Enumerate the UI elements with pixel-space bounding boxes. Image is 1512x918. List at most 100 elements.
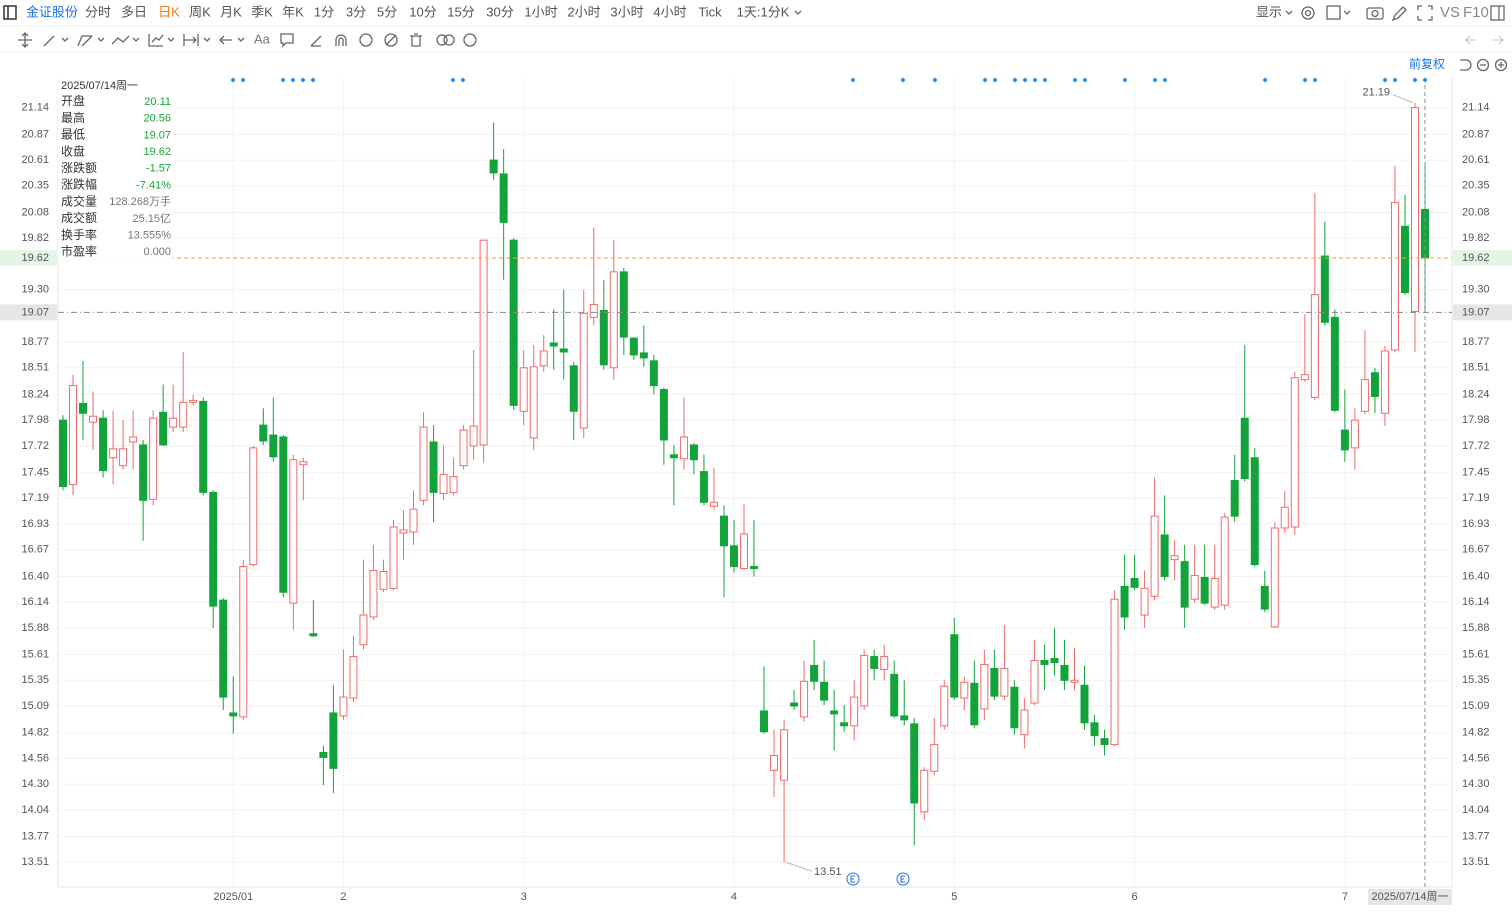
y-tick-label-right: 15.35 — [1462, 674, 1490, 686]
period-tab[interactable]: 多日 — [121, 4, 147, 19]
y-tick-label: 17.45 — [21, 467, 49, 479]
undo[interactable] — [1465, 35, 1476, 45]
period-tab[interactable]: 月K — [220, 4, 242, 19]
low-leader — [785, 861, 813, 872]
period-tab[interactable]: 年K — [282, 4, 304, 19]
dropdown-arrow — [1343, 10, 1351, 15]
period-tab[interactable]: 2小时 — [567, 4, 600, 19]
low-label: 13.51 — [814, 866, 842, 878]
panel-icon[interactable] — [1490, 5, 1505, 21]
candle-body — [229, 712, 238, 717]
event-dot — [1302, 77, 1308, 83]
pencil-icon[interactable] — [1391, 6, 1407, 22]
info-value: -1.57 — [146, 163, 171, 175]
zoom-in[interactable] — [1494, 58, 1508, 72]
settings-icon[interactable] — [1301, 6, 1315, 20]
line-tool[interactable] — [43, 35, 55, 47]
fullscreen-icon[interactable] — [1417, 5, 1433, 21]
candle-body — [519, 367, 528, 412]
candle-body — [419, 426, 428, 501]
period-tab[interactable]: 15分 — [447, 4, 474, 19]
candle-body — [449, 476, 458, 493]
info-label: 最高 — [61, 110, 85, 125]
period-tab[interactable]: 季K — [251, 4, 273, 19]
x-tick-label: 2025/07/14周一 — [1371, 890, 1448, 903]
info-label: 成交额 — [61, 210, 97, 225]
fib-tool[interactable] — [148, 34, 164, 47]
lock-tool[interactable] — [359, 33, 373, 47]
crosshair-box-right — [1453, 304, 1512, 321]
info-label: 开盘 — [61, 93, 85, 108]
info-label: 市盈率 — [61, 243, 97, 258]
text-tool[interactable]: Aa — [254, 31, 271, 46]
display-menu[interactable]: 显示 — [1256, 4, 1282, 19]
period-tab[interactable]: Tick — [698, 4, 722, 19]
tool-settings[interactable] — [463, 33, 477, 47]
candle-body — [239, 566, 248, 718]
period-tab[interactable]: 3分 — [346, 4, 366, 19]
candle-body — [1290, 377, 1299, 528]
candle-body — [149, 417, 158, 500]
candle-body — [439, 474, 448, 494]
move-tool[interactable] — [18, 32, 32, 48]
candle-body — [189, 399, 198, 403]
vs-button[interactable]: VS — [1440, 4, 1460, 21]
candle-body — [379, 571, 388, 590]
camera-icon[interactable] — [1366, 7, 1384, 20]
period-tab[interactable]: 4小时 — [653, 4, 686, 19]
period-tab[interactable]: 1天:1分K — [737, 4, 790, 19]
candle-body — [319, 751, 328, 758]
period-tab[interactable]: 1小时 — [524, 4, 557, 19]
candle-body — [1310, 294, 1319, 398]
dropdown-arrow — [237, 37, 245, 42]
layout-icon[interactable] — [1326, 5, 1341, 20]
period-tab[interactable]: 日K — [158, 4, 180, 19]
x-tick-label: 7 — [1342, 891, 1348, 903]
magnet-tool[interactable] — [335, 34, 347, 46]
candle-body — [890, 673, 899, 717]
candle-body — [940, 685, 949, 727]
grid — [58, 78, 1452, 887]
candle-body — [79, 402, 88, 414]
zoom-out[interactable] — [1476, 58, 1490, 72]
candle-body — [629, 337, 638, 356]
period-tab[interactable]: 5分 — [377, 4, 397, 19]
y-tick-label: 16.67 — [21, 544, 49, 556]
last-price-box — [0, 249, 57, 266]
info-value: 19.62 — [143, 146, 171, 158]
hide-tool[interactable] — [384, 33, 398, 47]
candle-body — [649, 360, 658, 387]
sidebar-toggle[interactable] — [3, 5, 17, 20]
candle-body — [559, 348, 568, 353]
redo[interactable] — [1493, 35, 1504, 45]
period-tab[interactable]: 周K — [189, 4, 211, 19]
period-tab[interactable]: 分时 — [85, 4, 111, 19]
period-tab[interactable]: 3小时 — [610, 4, 643, 19]
candle-body — [840, 722, 849, 727]
info-value: 25.15亿 — [132, 212, 171, 225]
period-tab[interactable]: 1分 — [314, 4, 334, 19]
candle-body — [549, 342, 558, 347]
period-tab[interactable]: 10分 — [409, 4, 436, 19]
arrow-tool[interactable] — [219, 35, 232, 45]
f10-button[interactable]: F10 — [1463, 4, 1489, 21]
candle-body — [1330, 316, 1339, 411]
delete-tool[interactable] — [410, 33, 422, 47]
event-dot — [310, 77, 316, 83]
wave-tool[interactable] — [111, 35, 130, 45]
candle-body — [699, 471, 708, 503]
stock-name[interactable]: 金证股份 — [26, 4, 78, 19]
reset-icon[interactable] — [1460, 59, 1472, 71]
angle-tool[interactable] — [310, 35, 322, 47]
candle-body — [1170, 555, 1179, 561]
candle-body — [709, 501, 718, 507]
candle-body — [1400, 225, 1409, 294]
compare-tool[interactable] — [436, 34, 448, 46]
note-tool[interactable] — [280, 33, 294, 48]
candle-body — [1350, 419, 1359, 449]
measure-tool[interactable] — [183, 34, 199, 46]
info-value: 128.268万手 — [109, 194, 171, 208]
period-tab[interactable]: 30分 — [486, 4, 513, 19]
adjust-mode[interactable]: 前复权 — [1409, 56, 1445, 71]
channel-tool[interactable] — [77, 35, 93, 47]
